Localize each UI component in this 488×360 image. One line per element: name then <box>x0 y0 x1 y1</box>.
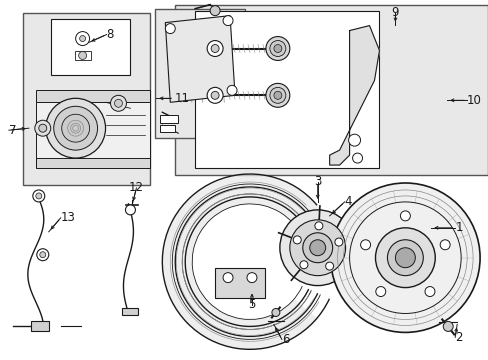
Circle shape <box>309 240 325 256</box>
Circle shape <box>207 41 223 57</box>
Text: 12: 12 <box>129 181 143 194</box>
Circle shape <box>40 252 46 258</box>
Circle shape <box>76 32 89 45</box>
Circle shape <box>35 120 51 136</box>
Circle shape <box>269 41 285 57</box>
Polygon shape <box>165 15 235 102</box>
Circle shape <box>265 37 289 60</box>
Circle shape <box>424 287 434 297</box>
Bar <box>215 268 264 298</box>
Circle shape <box>125 205 135 215</box>
Bar <box>160 125 175 132</box>
Circle shape <box>114 99 122 107</box>
Circle shape <box>302 233 332 263</box>
Circle shape <box>79 51 86 59</box>
Bar <box>122 307 138 315</box>
Circle shape <box>400 211 409 221</box>
Circle shape <box>265 84 289 107</box>
Bar <box>155 9 244 138</box>
Circle shape <box>37 249 49 261</box>
Circle shape <box>80 36 85 41</box>
Circle shape <box>165 24 175 33</box>
Circle shape <box>279 210 355 285</box>
Circle shape <box>226 85 237 95</box>
Circle shape <box>246 273 256 283</box>
Circle shape <box>334 238 342 246</box>
Circle shape <box>299 261 307 269</box>
Bar <box>160 115 178 123</box>
Polygon shape <box>162 174 329 349</box>
Circle shape <box>289 220 345 276</box>
Circle shape <box>54 106 98 150</box>
Text: 10: 10 <box>466 94 481 107</box>
Circle shape <box>325 262 333 270</box>
Circle shape <box>395 248 414 268</box>
Bar <box>36 95 150 167</box>
Circle shape <box>442 321 452 332</box>
Circle shape <box>211 91 219 99</box>
Polygon shape <box>329 26 379 165</box>
Circle shape <box>33 190 45 202</box>
Circle shape <box>223 273 233 283</box>
Bar <box>75 50 90 60</box>
Text: 9: 9 <box>391 6 398 19</box>
Circle shape <box>314 222 322 230</box>
Circle shape <box>46 98 105 158</box>
Circle shape <box>61 114 89 142</box>
Bar <box>36 158 150 168</box>
Circle shape <box>269 87 285 103</box>
Bar <box>195 11 379 168</box>
Circle shape <box>375 287 385 297</box>
Text: 2: 2 <box>454 331 462 344</box>
Text: 8: 8 <box>106 28 114 41</box>
Text: 7: 7 <box>9 124 17 137</box>
Circle shape <box>386 240 423 276</box>
Circle shape <box>211 45 219 53</box>
Bar <box>175 5 487 175</box>
Circle shape <box>210 6 220 15</box>
Bar <box>36 90 150 102</box>
Text: 5: 5 <box>248 298 255 311</box>
Circle shape <box>223 15 233 26</box>
Circle shape <box>39 124 47 132</box>
Circle shape <box>110 95 126 111</box>
Bar <box>31 321 49 332</box>
Circle shape <box>375 228 434 288</box>
Circle shape <box>352 153 362 163</box>
Text: 13: 13 <box>61 211 76 224</box>
Circle shape <box>207 87 223 103</box>
Circle shape <box>439 240 449 250</box>
Circle shape <box>273 45 281 53</box>
Circle shape <box>360 240 370 250</box>
Circle shape <box>271 309 279 316</box>
Bar <box>23 13 150 185</box>
Bar <box>51 19 130 75</box>
Text: 1: 1 <box>454 221 462 234</box>
Text: 6: 6 <box>281 333 289 346</box>
Circle shape <box>293 236 301 244</box>
Text: 4: 4 <box>344 195 351 208</box>
Circle shape <box>348 134 360 146</box>
Text: 11: 11 <box>174 92 189 105</box>
Circle shape <box>36 193 41 199</box>
Circle shape <box>273 91 281 99</box>
Circle shape <box>330 183 479 332</box>
Text: 3: 3 <box>313 175 321 189</box>
